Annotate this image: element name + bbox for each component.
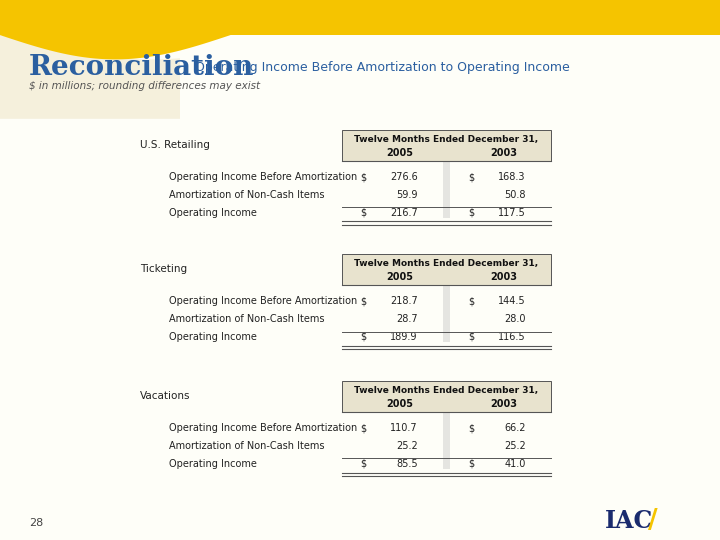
Text: 2003: 2003 [490, 399, 517, 409]
Text: /: / [648, 508, 657, 534]
Text: 110.7: 110.7 [390, 423, 418, 433]
Text: 276.6: 276.6 [390, 172, 418, 182]
Text: Operating Income: Operating Income [169, 332, 257, 342]
Text: 59.9: 59.9 [396, 190, 418, 200]
Text: $: $ [360, 332, 366, 342]
Text: 116.5: 116.5 [498, 332, 526, 342]
Text: 41.0: 41.0 [504, 459, 526, 469]
Text: 50.8: 50.8 [504, 190, 526, 200]
Text: 28.7: 28.7 [396, 314, 418, 324]
Text: Amortization of Non-Cash Items: Amortization of Non-Cash Items [169, 190, 325, 200]
Text: Operating Income Before Amortization: Operating Income Before Amortization [169, 172, 357, 182]
Text: 2005: 2005 [386, 148, 413, 158]
Text: 2005: 2005 [386, 272, 413, 282]
Text: $ in millions; rounding differences may exist: $ in millions; rounding differences may … [29, 82, 260, 91]
Text: 25.2: 25.2 [504, 441, 526, 451]
Text: 28.0: 28.0 [504, 314, 526, 324]
Text: 168.3: 168.3 [498, 172, 526, 182]
Text: 216.7: 216.7 [390, 208, 418, 218]
Text: $: $ [468, 423, 474, 433]
Text: $: $ [468, 208, 474, 218]
Text: Twelve Months Ended December 31,: Twelve Months Ended December 31, [354, 386, 539, 395]
Text: 2003: 2003 [490, 272, 517, 282]
Text: U.S. Retailing: U.S. Retailing [140, 140, 210, 150]
Text: $: $ [360, 423, 366, 433]
Text: Operating Income: Operating Income [169, 459, 257, 469]
Text: $: $ [468, 459, 474, 469]
Text: Operating Income Before Amortization to Operating Income: Operating Income Before Amortization to … [191, 61, 570, 74]
Text: Amortization of Non-Cash Items: Amortization of Non-Cash Items [169, 314, 325, 324]
Text: Reconciliation: Reconciliation [29, 54, 254, 81]
Text: IAC: IAC [605, 509, 653, 533]
Text: 218.7: 218.7 [390, 296, 418, 306]
Text: Amortization of Non-Cash Items: Amortization of Non-Cash Items [169, 441, 325, 451]
Text: 85.5: 85.5 [396, 459, 418, 469]
Text: Twelve Months Ended December 31,: Twelve Months Ended December 31, [354, 259, 539, 268]
Text: 2003: 2003 [490, 148, 517, 158]
Text: $: $ [468, 332, 474, 342]
Text: Operating Income Before Amortization: Operating Income Before Amortization [169, 296, 357, 306]
Text: Operating Income Before Amortization: Operating Income Before Amortization [169, 423, 357, 433]
Text: $: $ [360, 459, 366, 469]
Text: Vacations: Vacations [140, 392, 191, 401]
Text: 144.5: 144.5 [498, 296, 526, 306]
Text: 28: 28 [29, 518, 43, 529]
Text: Ticketing: Ticketing [140, 265, 187, 274]
Text: 66.2: 66.2 [504, 423, 526, 433]
Text: Operating Income: Operating Income [169, 208, 257, 218]
Text: 117.5: 117.5 [498, 208, 526, 218]
Text: $: $ [468, 296, 474, 306]
Text: $: $ [360, 296, 366, 306]
Text: $: $ [360, 208, 366, 218]
Text: Twelve Months Ended December 31,: Twelve Months Ended December 31, [354, 135, 539, 144]
Text: 2005: 2005 [386, 399, 413, 409]
Text: 25.2: 25.2 [396, 441, 418, 451]
Text: $: $ [468, 172, 474, 182]
Text: 189.9: 189.9 [390, 332, 418, 342]
Text: $: $ [360, 172, 366, 182]
